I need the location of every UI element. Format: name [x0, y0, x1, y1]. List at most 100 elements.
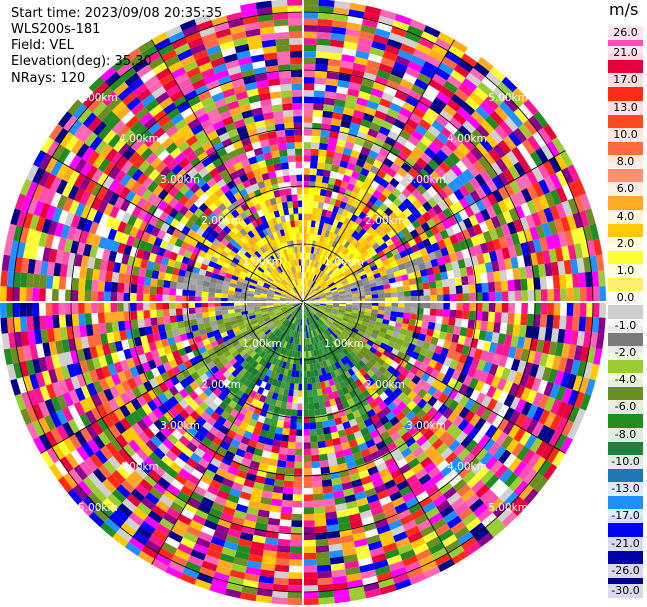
range-gate [376, 571, 393, 583]
range-gate [252, 427, 262, 436]
range-gate [586, 302, 593, 318]
range-gate [434, 37, 452, 51]
range-gate [383, 370, 392, 379]
range-gate [498, 449, 512, 465]
range-gate [526, 170, 539, 186]
range-gate [164, 272, 172, 281]
range-gate [116, 105, 131, 120]
range-gate [397, 84, 411, 96]
range-gate [272, 343, 279, 351]
range-gate [61, 251, 71, 265]
range-gate [333, 369, 341, 377]
range-gate [462, 310, 470, 320]
range-gate [470, 443, 483, 457]
range-gate [330, 273, 337, 279]
range-gate [166, 225, 176, 236]
range-gate [576, 331, 585, 347]
range-gate [364, 5, 382, 16]
range-gate [430, 368, 440, 379]
range-gate [280, 293, 288, 297]
range-gate [303, 83, 315, 91]
range-gate [453, 64, 470, 78]
range-gate [317, 12, 334, 21]
range-gate [285, 408, 292, 416]
range-gate [385, 345, 394, 353]
range-gate [355, 370, 363, 379]
range-gate [148, 451, 162, 465]
range-gate [234, 311, 242, 317]
range-gate [209, 352, 218, 361]
range-gate [290, 309, 296, 314]
range-gate [460, 435, 473, 449]
range-gate [444, 139, 458, 153]
range-gate [194, 296, 202, 302]
range-gate [330, 325, 337, 331]
range-gate [370, 144, 382, 154]
range-gate [273, 298, 280, 301]
range-gate [195, 307, 203, 314]
range-gate [168, 385, 179, 396]
range-gate [475, 292, 483, 302]
range-gate [516, 255, 526, 268]
range-gate [358, 304, 366, 309]
range-gate [316, 342, 321, 350]
range-gate [480, 382, 491, 396]
range-gate [239, 531, 254, 542]
range-gate [294, 461, 303, 469]
range-gate [343, 329, 350, 335]
range-gate [125, 413, 137, 427]
range-gate [424, 147, 437, 159]
range-gate [271, 445, 280, 454]
range-gate [141, 188, 153, 201]
range-gate [329, 170, 338, 179]
range-gate [510, 232, 521, 246]
range-gate [127, 377, 138, 390]
range-gate [119, 417, 132, 431]
range-gate [132, 266, 141, 276]
range-gate [311, 292, 318, 297]
range-gate [374, 350, 383, 358]
range-gate [371, 309, 379, 314]
range-gate [310, 337, 315, 345]
range-gate [314, 314, 320, 320]
range-gate [303, 598, 319, 606]
range-gate [428, 541, 445, 555]
range-gate [306, 304, 312, 309]
range-gate [373, 234, 382, 243]
range-gate [245, 409, 254, 419]
range-gate [19, 360, 30, 378]
range-gate [318, 348, 324, 356]
range-gate [397, 442, 409, 453]
range-gate [195, 290, 203, 297]
range-gate [353, 355, 361, 363]
range-gate [331, 240, 338, 248]
range-gate [143, 380, 154, 392]
range-gate [381, 406, 392, 416]
range-gate [357, 285, 365, 291]
range-gate [288, 578, 303, 586]
range-gate [435, 280, 443, 288]
range-gate [424, 335, 433, 344]
range-gate [274, 268, 280, 275]
range-gate [259, 246, 267, 254]
range-gate [97, 125, 112, 140]
range-gate [521, 290, 529, 302]
range-gate [250, 319, 258, 325]
range-gate [179, 333, 188, 342]
range-gate [498, 355, 508, 368]
range-gate [411, 375, 421, 385]
range-gate [298, 383, 303, 391]
range-gate [153, 357, 163, 368]
range-gate [290, 376, 296, 384]
range-gate [513, 108, 529, 124]
range-gate [269, 314, 277, 319]
range-gate [79, 266, 88, 280]
range-gate [509, 179, 521, 194]
range-gate [362, 433, 373, 443]
range-gate [312, 207, 318, 215]
range-gate [371, 40, 387, 51]
range-gate [197, 480, 210, 491]
range-gate [205, 447, 217, 458]
range-gate [248, 314, 256, 320]
range-gate [324, 505, 337, 513]
